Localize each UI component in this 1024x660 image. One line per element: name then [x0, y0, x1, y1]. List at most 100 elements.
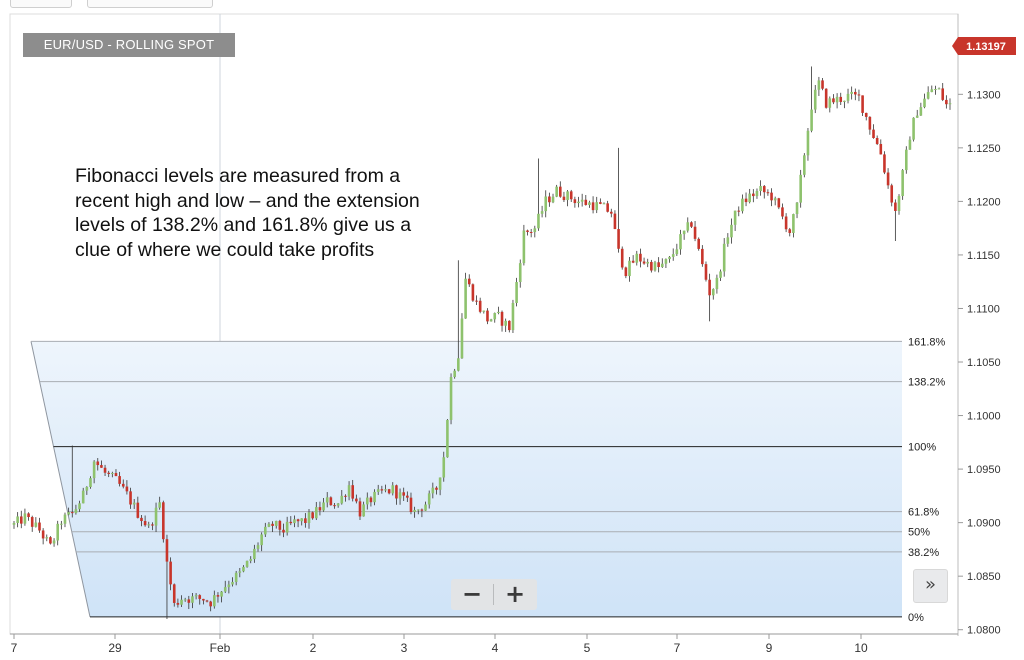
bull-candle [675, 249, 679, 255]
bear-candle [202, 598, 205, 601]
bull-candle [544, 196, 548, 212]
bear-candle [395, 485, 398, 499]
bull-candle [307, 512, 311, 523]
candles [12, 66, 952, 620]
time-tick-label: 7 [11, 641, 18, 655]
bull-candle [398, 492, 402, 499]
bear-candle [941, 88, 945, 100]
bear-candle [311, 512, 314, 519]
bear-candle [766, 192, 770, 194]
bear-candle [839, 96, 843, 102]
bull-candle [580, 199, 584, 202]
bull-candle [242, 566, 245, 572]
bear-candle [617, 229, 620, 249]
bull-candle [16, 516, 19, 523]
bear-candle [737, 210, 741, 212]
bull-candle [668, 256, 671, 260]
time-tick-label: Feb [210, 641, 231, 655]
bull-candle [923, 98, 926, 108]
bear-candle [471, 284, 475, 301]
bull-candle [915, 115, 919, 118]
bull-candle [817, 80, 821, 90]
bull-candle [231, 581, 234, 585]
bear-candle [883, 154, 886, 173]
fibonacci-annotation: Fibonacci levels are measured from a rec… [75, 165, 420, 261]
bull-candle [602, 203, 606, 205]
bear-candle [620, 248, 624, 268]
time-tick-label: 10 [854, 641, 868, 655]
bear-candle [187, 599, 191, 603]
bear-candle [708, 279, 711, 296]
bear-candle [41, 530, 45, 539]
bull-candle [482, 310, 486, 312]
bear-candle [945, 99, 948, 105]
zoom-control: − + [451, 579, 537, 610]
bull-candle [34, 522, 38, 527]
bull-candle [646, 261, 650, 264]
bear-candle [198, 595, 202, 599]
price-tick-label: 1.1100 [967, 303, 1000, 315]
bull-candle [748, 193, 751, 203]
bull-candle [843, 100, 846, 102]
bull-candle [263, 526, 267, 535]
bull-candle [846, 93, 850, 101]
bull-candle [227, 584, 231, 588]
bear-candle [100, 465, 103, 468]
bull-candle [719, 271, 722, 278]
bull-candle [424, 504, 427, 511]
bull-candle [497, 311, 500, 314]
bull-candle [489, 319, 493, 322]
bear-candle [435, 487, 438, 490]
bull-candle [566, 191, 569, 201]
zoom-out-button[interactable]: − [461, 580, 483, 608]
bull-candle [336, 503, 340, 506]
bull-candle [314, 507, 318, 519]
bull-candle [803, 155, 806, 175]
bull-candle [362, 504, 365, 517]
toolbar-tab[interactable] [10, 0, 72, 8]
price-axis: 1.0800 1.0850 1.0900 1.0950 1.1000 1.1050 1.11… [957, 14, 1001, 637]
time-tick-label: 5 [584, 641, 591, 655]
toolbar-tab[interactable] [87, 0, 213, 8]
bull-candle [132, 502, 136, 505]
bear-candle [369, 497, 373, 503]
bull-candle [679, 234, 682, 250]
bull-candle [267, 523, 271, 527]
price-tick-label: 1.1200 [967, 196, 1001, 208]
bear-candle [205, 600, 209, 602]
bear-candle [559, 186, 562, 197]
bear-candle [30, 517, 34, 527]
bull-candle [81, 490, 85, 504]
bear-candle [879, 143, 883, 155]
zoom-in-button[interactable]: + [504, 580, 526, 608]
bull-candle [464, 278, 467, 319]
bull-candle [741, 198, 744, 212]
bear-candle [27, 513, 30, 518]
bear-candle [824, 88, 828, 108]
bear-candle [329, 497, 333, 506]
bear-candle [868, 116, 872, 130]
bull-candle [511, 302, 515, 331]
bull-candle [89, 478, 92, 488]
bear-candle [781, 207, 784, 217]
bear-candle [162, 502, 165, 540]
bull-candle [220, 591, 223, 597]
bull-candle [792, 214, 795, 233]
bear-candle [402, 492, 405, 496]
scroll-to-latest-button[interactable]: » [913, 569, 948, 603]
bull-candle [810, 109, 813, 131]
bear-candle [420, 509, 424, 511]
bull-candle [493, 313, 497, 320]
bear-candle [478, 300, 482, 312]
price-tick-label: 1.1000 [967, 411, 1001, 423]
bull-candle [340, 495, 344, 504]
bull-candle [595, 202, 599, 211]
bear-candle [169, 561, 172, 585]
bear-candle [49, 537, 52, 544]
bear-candle [351, 485, 355, 499]
bear-candle [832, 98, 835, 103]
zoom-separator [493, 584, 494, 605]
bull-candle [912, 117, 915, 140]
fib-level-label: 138.2% [908, 377, 946, 389]
